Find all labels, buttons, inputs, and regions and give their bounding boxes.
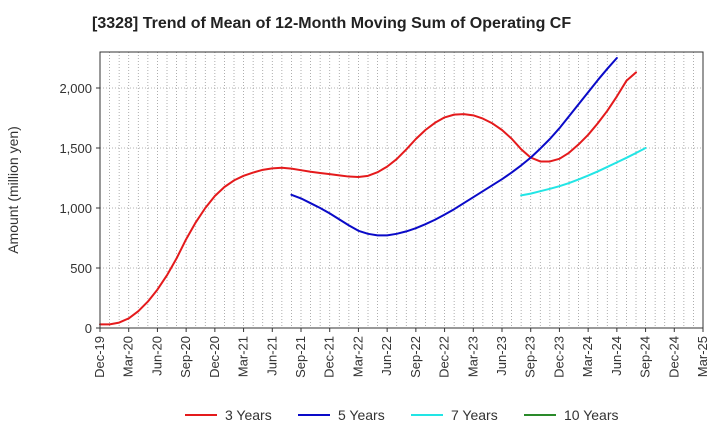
x-tick-label: Mar-21 bbox=[236, 336, 251, 377]
y-tick-label: 1,000 bbox=[59, 201, 92, 216]
x-tick-label: Jun-21 bbox=[264, 336, 279, 376]
y-tick-label: 1,500 bbox=[59, 141, 92, 156]
x-tick-label: Dec-24 bbox=[666, 336, 681, 378]
y-tick-label: 0 bbox=[85, 321, 92, 336]
x-tick-label: Jun-23 bbox=[494, 336, 509, 376]
x-tick-label: Jun-20 bbox=[149, 336, 164, 376]
x-tick-label: Mar-22 bbox=[350, 336, 365, 377]
series-layer bbox=[99, 57, 647, 326]
y-tick-labels: 0 500 1,000 1,500 2,000 bbox=[59, 81, 100, 336]
x-tick-labels: Dec-19 Mar-20 Jun-20 Sep-20 Dec-20 Mar-21 Jun-… bbox=[92, 328, 710, 378]
x-tick-label: Dec-21 bbox=[322, 336, 337, 378]
plot-frame bbox=[99, 51, 704, 329]
x-tick-label: Mar-24 bbox=[580, 336, 595, 377]
legend-label-7-years: 7 Years bbox=[451, 407, 498, 423]
chart-title: [3328] Trend of Mean of 12-Month Moving … bbox=[92, 15, 571, 32]
series-line-3-years bbox=[99, 71, 637, 326]
y-tick-label: 2,000 bbox=[59, 81, 92, 96]
series-line-5-years bbox=[290, 57, 618, 237]
legend-label-10-years: 10 Years bbox=[564, 407, 619, 423]
x-tick-label: Dec-22 bbox=[437, 336, 452, 378]
series-line-7-years bbox=[520, 147, 647, 197]
legend-label-3-years: 3 Years bbox=[225, 407, 272, 423]
x-tick-label: Mar-25 bbox=[695, 336, 710, 377]
x-tick-label: Sep-21 bbox=[293, 336, 308, 378]
y-axis-label: Amount (million yen) bbox=[5, 126, 21, 254]
x-tick-label: Dec-19 bbox=[92, 336, 107, 378]
x-tick-label: Mar-20 bbox=[121, 336, 136, 377]
x-tick-label: Sep-20 bbox=[178, 336, 193, 378]
x-tick-label: Sep-23 bbox=[523, 336, 538, 378]
x-tick-label: Jun-24 bbox=[609, 336, 624, 376]
x-tick-label: Mar-23 bbox=[465, 336, 480, 377]
legend-label-5-years: 5 Years bbox=[338, 407, 385, 423]
x-tick-label: Sep-24 bbox=[638, 336, 653, 378]
grid-layer bbox=[100, 52, 703, 328]
x-tick-label: Sep-22 bbox=[408, 336, 423, 378]
y-tick-label: 500 bbox=[70, 261, 92, 276]
x-tick-label: Dec-20 bbox=[207, 336, 222, 378]
x-tick-label: Dec-23 bbox=[551, 336, 566, 378]
x-tick-label: Jun-22 bbox=[379, 336, 394, 376]
legend: 3 Years 5 Years 7 Years 10 Years bbox=[185, 407, 619, 423]
